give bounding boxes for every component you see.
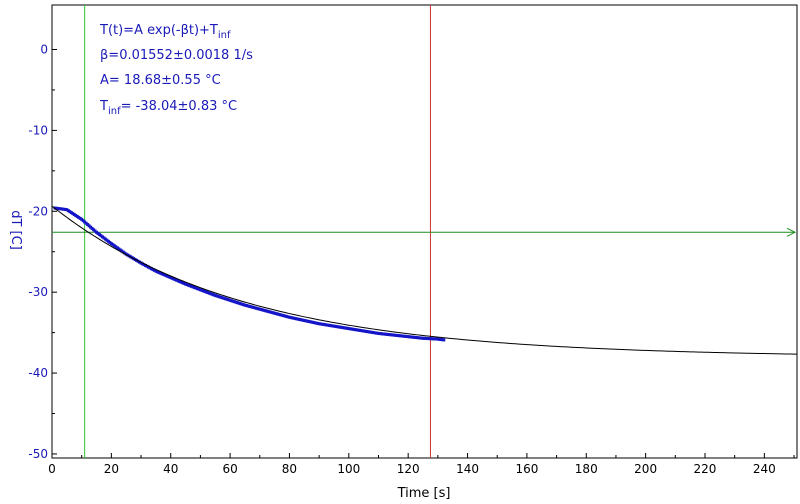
y-tick-label: -30 bbox=[28, 285, 48, 299]
cursors bbox=[52, 5, 797, 458]
fit-annotation: T(t)=A exp(-βt)+Tinf β=0.01552±0.0018 1/… bbox=[99, 23, 253, 117]
x-tick-label: 80 bbox=[282, 462, 297, 476]
y-tick-label: 0 bbox=[40, 42, 48, 56]
data-point bbox=[442, 338, 446, 342]
x-tick-label: 20 bbox=[104, 462, 119, 476]
x-tick-label: 160 bbox=[515, 462, 538, 476]
x-axis-ticks: 0 20 40 60 80 100 120 140 160 180 200 220 240 bbox=[48, 453, 795, 476]
y-tick-label: -50 bbox=[28, 447, 48, 461]
x-axis-label: Time [s] bbox=[397, 486, 451, 501]
y-tick-label: -40 bbox=[28, 366, 48, 380]
fit-amplitude: A= 18.68±0.55 °C bbox=[100, 73, 221, 88]
fit-tinf: Tinf= -38.04±0.83 °C bbox=[99, 99, 237, 117]
y-tick-label: -10 bbox=[28, 123, 48, 137]
x-tick-label: 140 bbox=[456, 462, 479, 476]
fit-curve bbox=[51, 205, 798, 355]
x-tick-label: 60 bbox=[222, 462, 237, 476]
x-tick-label: 120 bbox=[397, 462, 420, 476]
x-tick-label: 0 bbox=[48, 462, 56, 476]
y-axis-ticks: 0 -10 -20 -30 -40 -50 bbox=[28, 42, 57, 461]
y-tick-label: -20 bbox=[28, 204, 48, 218]
measured-data-series bbox=[53, 206, 446, 342]
horizontal-cursor-arrowhead bbox=[786, 227, 797, 237]
x-tick-label: 40 bbox=[163, 462, 178, 476]
plot-frame bbox=[51, 4, 798, 459]
x-tick-label: 100 bbox=[337, 462, 360, 476]
y-axis-label: dT [C] bbox=[8, 210, 23, 250]
fit-beta: β=0.01552±0.0018 1/s bbox=[100, 48, 253, 63]
x-tick-label: 220 bbox=[694, 462, 717, 476]
x-tick-label: 180 bbox=[575, 462, 598, 476]
fit-equation: T(t)=A exp(-βt)+Tinf bbox=[99, 23, 231, 41]
x-tick-label: 240 bbox=[753, 462, 776, 476]
x-tick-label: 200 bbox=[634, 462, 657, 476]
